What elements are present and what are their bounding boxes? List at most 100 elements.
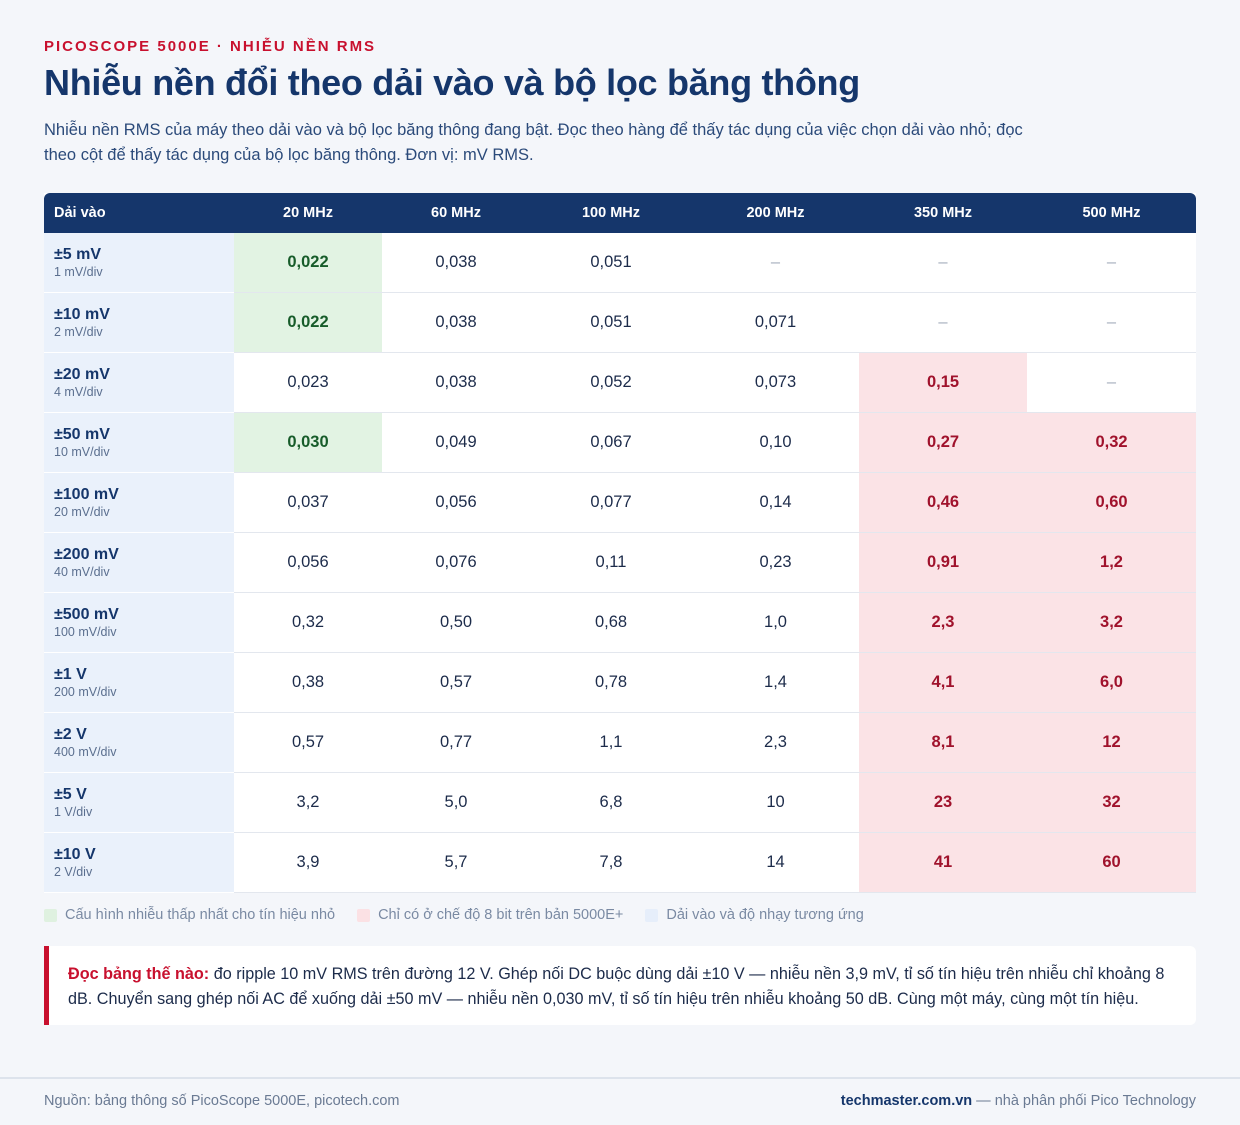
noise-value-cell: 0,077 [530,472,692,533]
range-label: ±50 mV [54,426,110,443]
noise-value-cell: – [1027,292,1196,353]
range-sensitivity: 10 mV/div [54,445,110,459]
range-label: ±5 mV [54,246,102,263]
range-sensitivity: 100 mV/div [54,625,117,639]
range-label: ±100 mV [54,486,119,503]
range-cell: ±100 mV 20 mV/div [44,472,234,533]
noise-value-cell: 0,038 [382,233,530,293]
noise-value-cell: 0,78 [530,652,692,713]
noise-value-cell: 0,052 [530,352,692,413]
noise-value-cell: 0,38 [234,652,382,713]
noise-value-cell: – [1027,233,1196,293]
noise-value-cell: 0,056 [382,472,530,533]
noise-value-cell: 14 [692,832,859,893]
noise-value-cell: 10 [692,772,859,833]
noise-value-cell: 0,051 [530,233,692,293]
noise-value-cell: 3,9 [234,832,382,893]
noise-value-cell: 6,8 [530,772,692,833]
table-row: ±50 mV 10 mV/div 0,030 0,049 0,067 0,10 0,27 0,… [44,412,1196,473]
range-label: ±10 V [54,846,96,863]
range-cell: ±2 V 400 mV/div [44,712,234,773]
noise-value-cell: 3,2 [1027,592,1196,653]
reading-note: Đọc bảng thế nào: đo ripple 10 mV RMS tr… [44,946,1196,1025]
footer-brand-link[interactable]: techmaster.com.vn [840,1093,973,1109]
noise-value-cell: 0,32 [234,592,382,653]
range-cell: ±500 mV 100 mV/div [44,592,234,653]
range-cell: ±200 mV 40 mV/div [44,532,234,593]
table-row: ±10 mV 2 mV/div 0,022 0,038 0,051 0,071– – [44,292,1196,353]
noise-value-cell: 0,073 [692,352,859,413]
noise-value-cell: 0,27 [859,412,1027,473]
range-sensitivity: 4 mV/div [54,385,103,399]
note-text: đo ripple 10 mV RMS trên đường 12 V. Ghé… [68,965,1165,1008]
noise-value-cell: 0,049 [382,412,530,473]
range-cell: ±50 mV 10 mV/div [44,412,234,473]
page-subtitle: Nhiễu nền RMS của máy theo dải vào và bộ… [44,121,1023,164]
legend-label-blue: Dải vào và độ nhạy tương ứng [666,907,864,923]
noise-value-cell: 3,2 [234,772,382,833]
noise-value-cell: 0,14 [692,472,859,533]
note-label: Đọc bảng thế nào: [68,965,210,983]
noise-value-cell: 0,23 [692,532,859,593]
range-cell: ±10 mV 2 mV/div [44,292,234,353]
noise-value-cell: 0,60 [1027,472,1196,533]
footer-source: Nguồn: bảng thông số PicoScope 5000E, pi… [44,1093,400,1109]
noise-value-cell: 0,038 [382,292,530,353]
noise-value-cell: 0,051 [530,292,692,353]
range-label: ±1 V [54,666,87,683]
range-sensitivity: 400 mV/div [54,745,117,759]
noise-value-cell: 0,77 [382,712,530,773]
table-row: ±5 mV 1 mV/div 0,022 0,038 0,051– – – [44,233,1196,293]
range-sensitivity: 20 mV/div [54,505,110,519]
noise-value-cell: 23 [859,772,1027,833]
legend-label-green: Cấu hình nhiễu thấp nhất cho tín hiệu nh… [65,907,336,923]
noise-value-cell: 0,57 [234,712,382,773]
noise-value-cell: 60 [1027,832,1196,893]
noise-value-cell: 0,071 [692,292,859,353]
noise-value-cell: 5,0 [382,772,530,833]
noise-value-cell: 0,023 [234,352,382,413]
legend-item-blue: Dải vào và độ nhạy tương ứng [645,907,864,923]
range-label: ±20 mV [54,366,110,383]
noise-value-cell: 12 [1027,712,1196,773]
noise-value-cell: 8,1 [859,712,1027,773]
legend-item-red: Chỉ có ở chế độ 8 bit trên bản 5000E+ [357,907,623,923]
legend-label-red: Chỉ có ở chế độ 8 bit trên bản 5000E+ [378,907,624,923]
table-row: ±20 mV 4 mV/div 0,023 0,038 0,052 0,073 0,15– [44,352,1196,413]
table-body: ±5 mV 1 mV/div 0,022 0,038 0,051– – – ±10 mV 2 m… [44,233,1196,893]
table-row: ±200 mV 40 mV/div 0,056 0,076 0,11 0,23 0,91 1,… [44,532,1196,593]
range-cell: ±5 V 1 V/div [44,772,234,833]
noise-value-cell: 1,2 [1027,532,1196,593]
noise-value-cell: 0,038 [382,352,530,413]
footer-distributor: techmaster.com.vn — nhà phân phối Pico T… [841,1093,1196,1109]
noise-value-cell: 0,68 [530,592,692,653]
legend-swatch-blue [645,908,659,922]
column-header-100mhz: 100 MHz [530,193,692,233]
noise-value-cell: 0,57 [382,652,530,713]
range-cell: ±10 V 2 V/div [44,832,234,893]
noise-value-cell: 0,056 [234,532,382,593]
table-row: ±2 V 400 mV/div 0,57 0,77 1,1 2,3 8,1 12 [44,712,1196,773]
range-sensitivity: 200 mV/div [54,685,117,699]
noise-value-cell: 0,022 [234,292,382,353]
range-label: ±2 V [54,726,87,743]
column-header-60mhz: 60 MHz [382,193,530,233]
column-header-range: Dải vào [44,193,234,233]
noise-value-cell: 0,076 [382,532,530,593]
column-header-20mhz: 20 MHz [234,193,382,233]
table-row: ±10 V 2 V/div 3,9 5,7 7,8 14 41 60 [44,832,1196,893]
noise-value-cell: 6,0 [1027,652,1196,713]
range-sensitivity: 2 mV/div [54,325,103,339]
noise-value-cell: 32 [1027,772,1196,833]
range-sensitivity: 1 mV/div [54,265,103,279]
noise-value-cell: 0,037 [234,472,382,533]
table-header-row: Dải vào 20 MHz 60 MHz 100 MHz 200 MHz 35… [44,193,1196,233]
legend-swatch-red [357,908,371,922]
noise-value-cell: 4,1 [859,652,1027,713]
noise-value-cell: 0,10 [692,412,859,473]
noise-value-cell: 0,91 [859,532,1027,593]
noise-value-cell: 2,3 [692,712,859,773]
legend-item-green: Cấu hình nhiễu thấp nhất cho tín hiệu nh… [44,907,335,923]
legend: Cấu hình nhiễu thấp nhất cho tín hiệu nh… [44,907,864,923]
page-kicker: PICOSCOPE 5000E · NHIỄU NỀN RMS [44,38,377,55]
